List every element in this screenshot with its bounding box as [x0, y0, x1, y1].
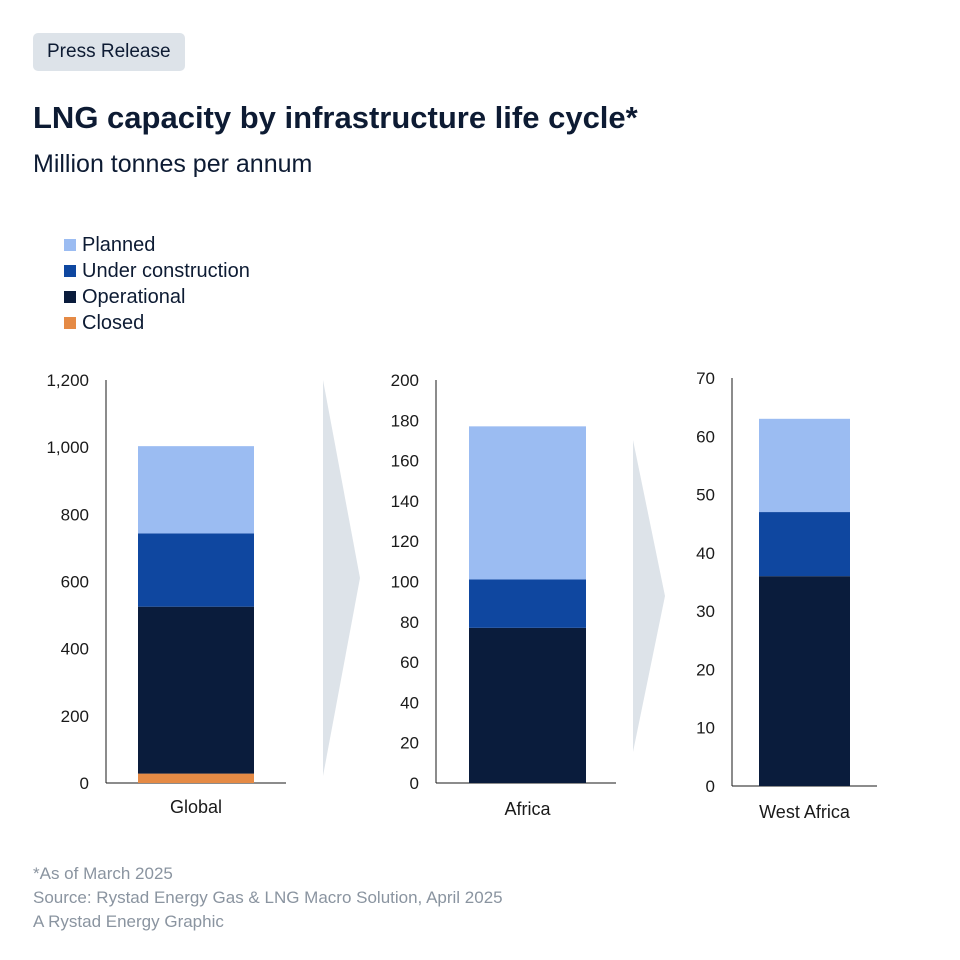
chart-subtitle: Million tonnes per annum [33, 150, 313, 178]
y-tick-label-africa: 120 [391, 532, 419, 551]
y-tick-label-global: 400 [61, 640, 89, 659]
y-tick-label-africa: 60 [400, 653, 419, 672]
y-tick-label-africa: 0 [410, 774, 419, 793]
press-release-badge: Press Release [33, 33, 185, 71]
bar-segment-west-africa-under-construction [759, 512, 850, 577]
legend-label-closed: Closed [82, 311, 145, 334]
legend: Planned Under construction Operational C… [64, 232, 250, 336]
arrow-chevron-2 [633, 440, 665, 752]
y-tick-label-global: 1,200 [46, 371, 89, 390]
legend-swatch-closed [64, 317, 76, 329]
bar-segment-global-planned [138, 446, 254, 534]
chart-title: LNG capacity by infrastructure life cycl… [33, 100, 638, 135]
legend-item-operational: Operational [64, 284, 250, 310]
y-tick-label-africa: 180 [391, 411, 419, 430]
footer: *As of March 2025 Source: Rystad Energy … [33, 862, 503, 934]
legend-swatch-under-construction [64, 265, 76, 277]
category-label-global: Global [170, 797, 222, 817]
legend-item-under-construction: Under construction [64, 258, 250, 284]
legend-label-operational: Operational [82, 285, 186, 308]
bar-segment-africa-operational [469, 627, 586, 783]
y-tick-label-global: 200 [61, 707, 89, 726]
y-tick-label-global: 0 [80, 774, 89, 793]
y-tick-label-africa: 100 [391, 573, 419, 592]
legend-label-planned: Planned [82, 233, 156, 256]
y-tick-label-africa: 40 [400, 693, 419, 712]
y-tick-label-africa: 80 [400, 613, 419, 632]
y-tick-label-west-africa: 0 [706, 777, 715, 796]
y-tick-label-africa: 140 [391, 492, 419, 511]
y-tick-label-west-africa: 40 [696, 544, 715, 563]
y-tick-label-west-africa: 70 [696, 369, 715, 388]
y-tick-label-global: 600 [61, 573, 89, 592]
y-tick-label-west-africa: 30 [696, 602, 715, 621]
y-tick-label-africa: 160 [391, 452, 419, 471]
y-tick-label-west-africa: 20 [696, 660, 715, 679]
legend-swatch-operational [64, 291, 76, 303]
bar-segment-global-under-construction [138, 533, 254, 607]
category-label-africa: Africa [504, 799, 551, 819]
arrow-chevron-1 [323, 380, 360, 776]
bar-segment-west-africa-planned [759, 418, 850, 513]
y-tick-label-global: 800 [61, 505, 89, 524]
legend-item-closed: Closed [64, 310, 250, 336]
y-tick-label-west-africa: 10 [696, 719, 715, 738]
bar-segment-africa-planned [469, 426, 586, 580]
y-tick-label-west-africa: 60 [696, 427, 715, 446]
bar-segment-west-africa-operational [759, 576, 850, 786]
bar-segment-global-closed [138, 773, 254, 783]
legend-label-under-construction: Under construction [82, 259, 250, 282]
legend-item-planned: Planned [64, 232, 250, 258]
y-tick-label-africa: 200 [391, 371, 419, 390]
credit-note: A Rystad Energy Graphic [33, 912, 224, 931]
source-note: Source: Rystad Energy Gas & LNG Macro So… [33, 888, 503, 907]
y-tick-label-africa: 20 [400, 734, 419, 753]
legend-swatch-planned [64, 239, 76, 251]
category-label-west-africa: West Africa [759, 802, 851, 822]
footnote: *As of March 2025 [33, 864, 173, 883]
y-tick-label-west-africa: 50 [696, 486, 715, 505]
bar-segment-africa-under-construction [469, 579, 586, 628]
y-tick-label-global: 1,000 [46, 438, 89, 457]
bar-segment-global-operational [138, 606, 254, 774]
